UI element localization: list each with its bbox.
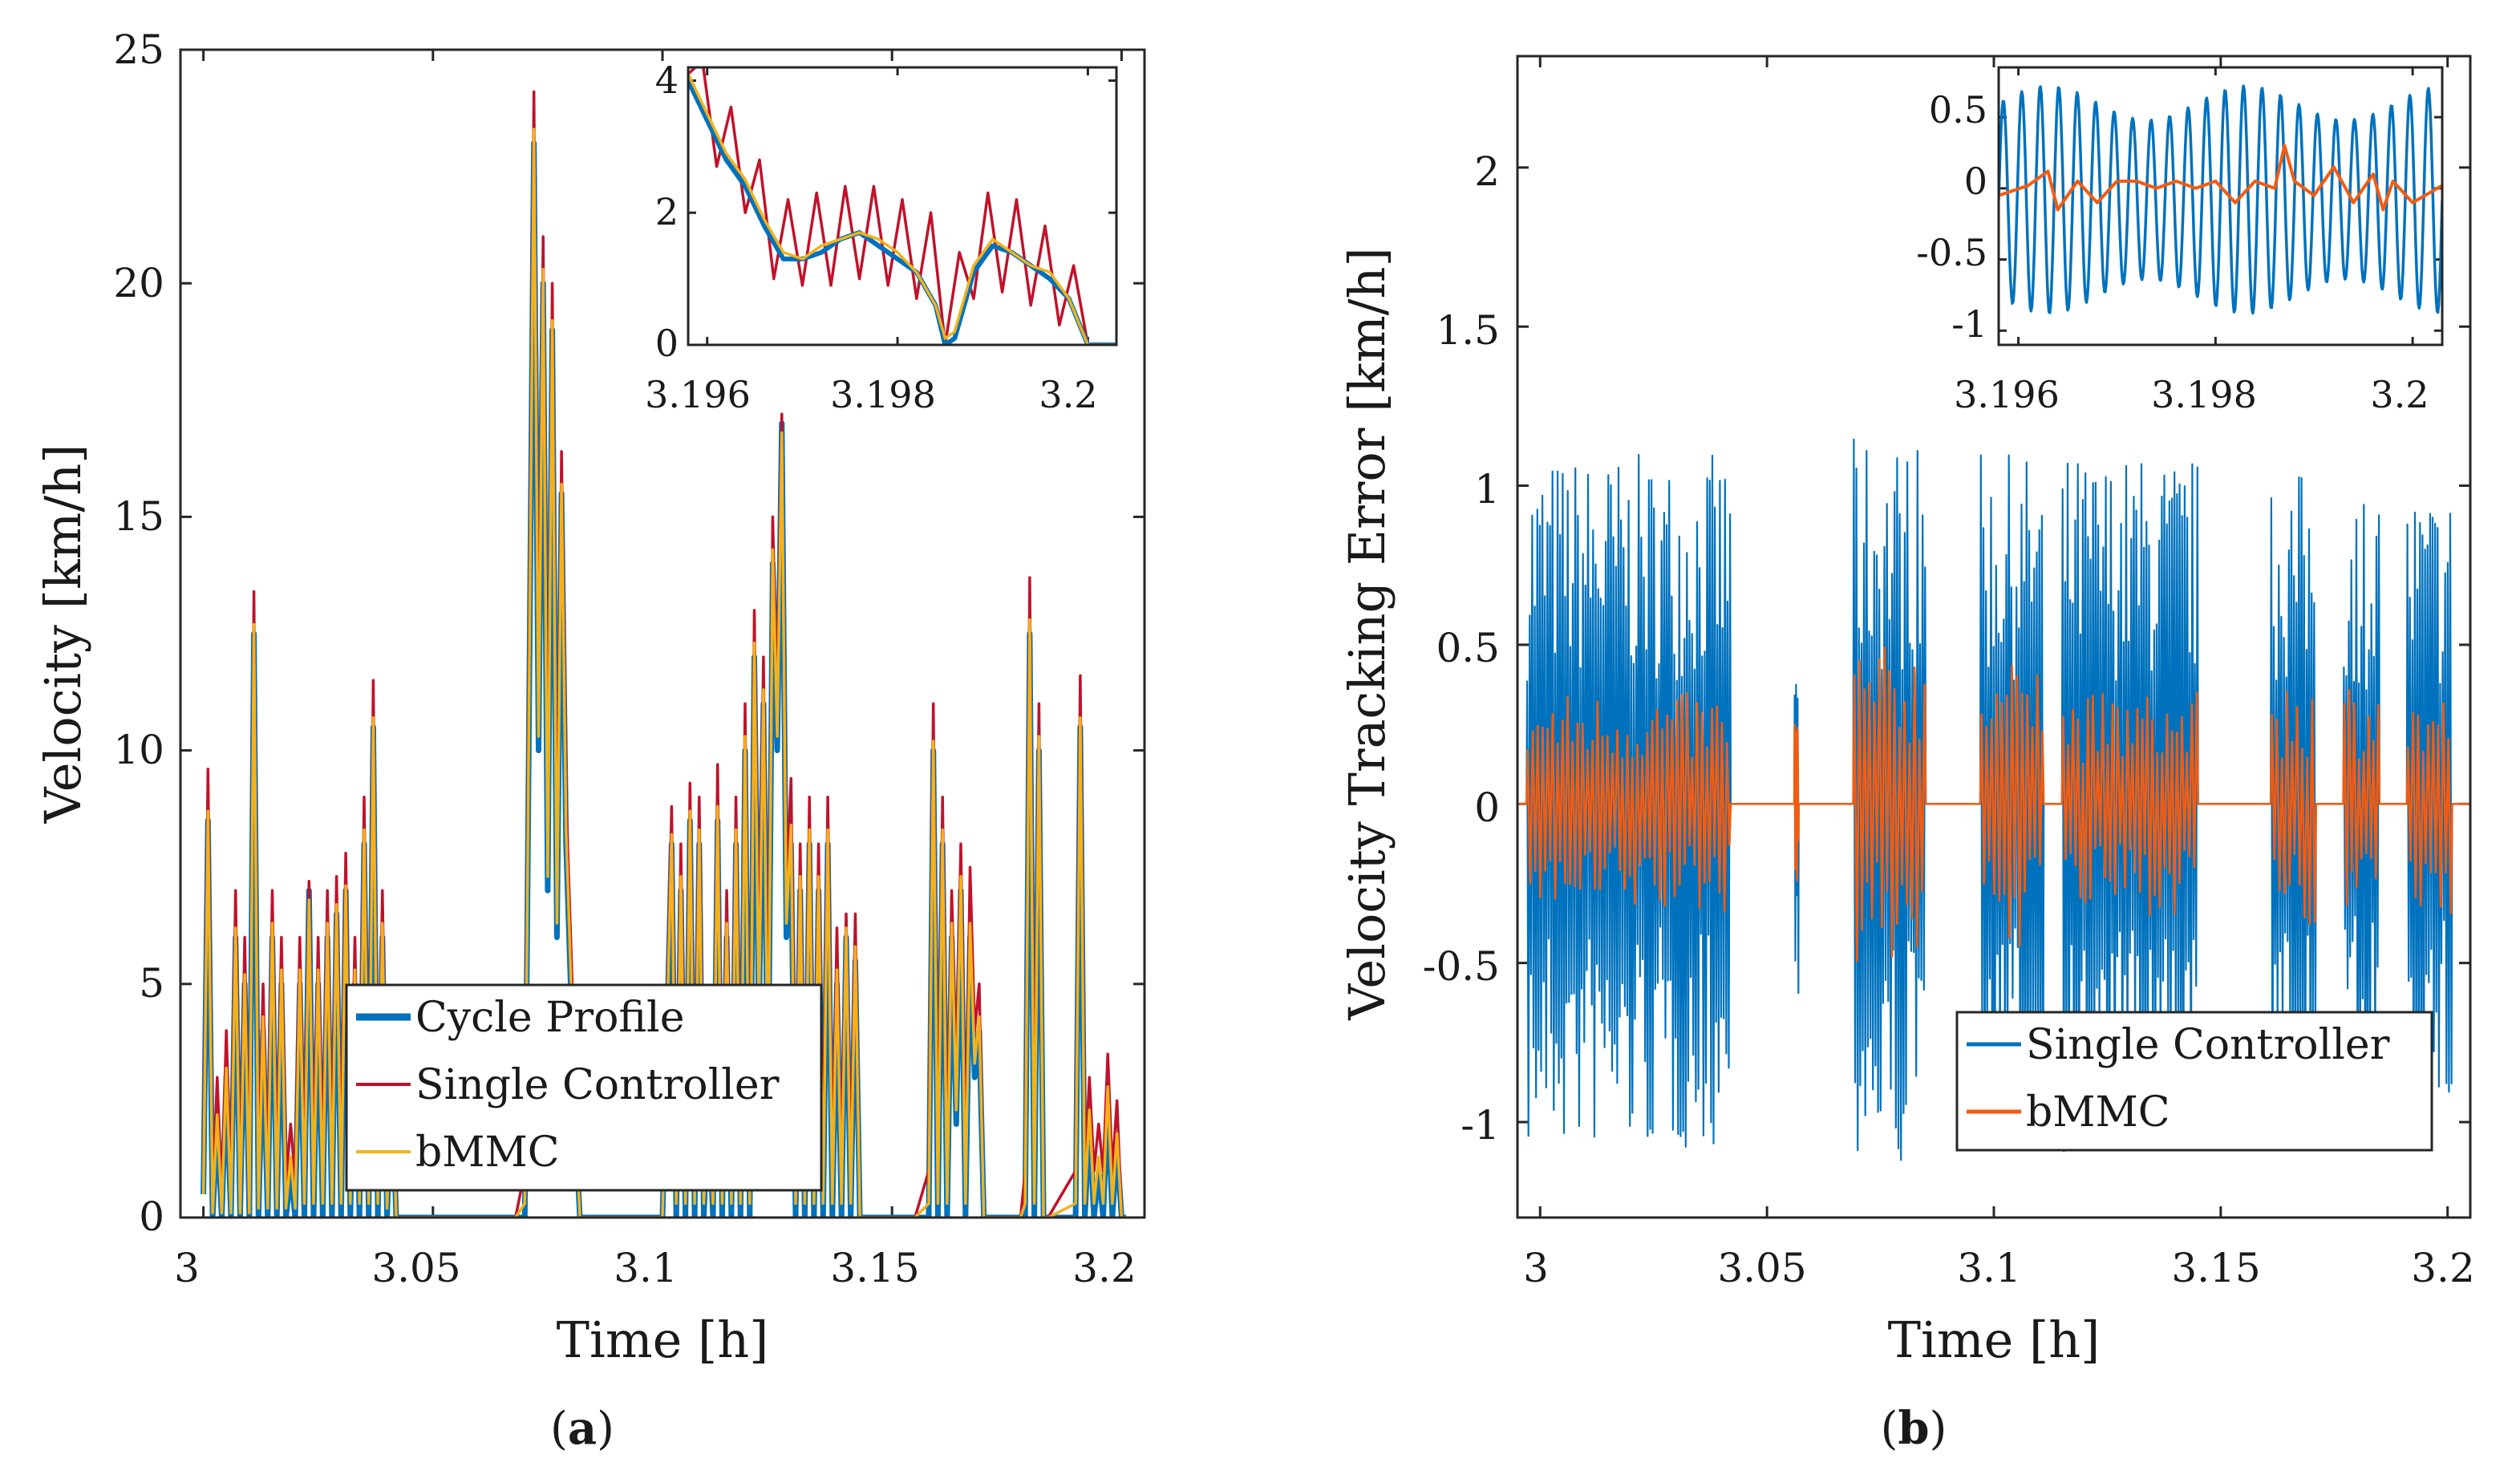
panel-a-ytick-label: 0 [139, 1193, 164, 1240]
panel-a-y-axis-label: Velocity [km/h] [34, 444, 92, 825]
panel-a-ytick-label: 20 [113, 260, 164, 306]
legend-label-single-controller: Single Controller [2026, 1021, 2390, 1069]
panel-b-caption: (b) [1881, 1402, 1947, 1455]
panel-a-inset-xtick-label: 3.198 [830, 373, 936, 416]
panel-a-inset-ytick-label: 2 [655, 190, 679, 233]
panel-b-xtick-label: 3.1 [1957, 1245, 2021, 1291]
panel-a-xtick-label: 3.15 [830, 1245, 919, 1291]
panel-b-inset-ytick-label: 0 [1964, 160, 1987, 203]
panel-a-xtick-label: 3.2 [1072, 1245, 1136, 1291]
legend-label-cycle-profile: Cycle Profile [415, 994, 684, 1042]
panel-b-xtick-label: 3.05 [1717, 1245, 1806, 1291]
panel-a-xtick-label: 3.1 [614, 1245, 678, 1291]
panel-b-inset-xtick-label: 3.198 [2151, 373, 2257, 416]
panel-a-caption: (a) [550, 1402, 614, 1455]
panel-a-x-axis-label: Time [h] [557, 1311, 769, 1369]
panel-a-inset-ytick-label: 4 [655, 59, 679, 102]
legend-label-bmmc: bMMC [2026, 1088, 2170, 1137]
panel-b-y-axis-label: Velocity Tracking Error [km/h] [1338, 247, 1396, 1020]
panel-b-ytick-label: -1 [1461, 1102, 1500, 1149]
panel-a-legend: Cycle Profile Single Controller bMMC [346, 985, 821, 1190]
panel-b-ytick-label: 1 [1474, 466, 1500, 513]
panel-a-ytick-label: 15 [113, 493, 164, 540]
panel-b-ytick-label: 1.5 [1436, 307, 1500, 354]
panel-b-ytick-label: 2 [1474, 148, 1500, 195]
panel-a-ytick-label: 5 [139, 960, 164, 1007]
panel-b-inset-ytick-label: -1 [1951, 302, 1987, 346]
figure: 3 3.05 3.1 3.15 3.2 0 5 10 15 20 25 Time… [0, 0, 2520, 1479]
panel-b-xtick-label: 3.15 [2171, 1245, 2260, 1291]
legend-label-bmmc: bMMC [415, 1128, 560, 1177]
panel-a-inset-xtick-label: 3.2 [1039, 373, 1097, 416]
legend-label-single-controller: Single Controller [415, 1061, 780, 1109]
panel-a-ytick-label: 25 [113, 26, 164, 73]
panel-a-inset-xtick-label: 3.196 [645, 373, 751, 416]
panel-b-inset-xtick-label: 3.2 [2370, 373, 2429, 416]
panel-b-xtick-label: 3.2 [2411, 1245, 2475, 1291]
panel-b-ytick-label: 0.5 [1436, 625, 1500, 671]
panel-b-inset-ytick-label: -0.5 [1916, 231, 1987, 274]
panel-b-inset-xtick-label: 3.196 [1954, 373, 2060, 416]
panel-a-xtick-label: 3 [174, 1245, 200, 1291]
panel-b-legend: Single Controller bMMC [1957, 1012, 2432, 1150]
panel-b-inset-ytick-label: 0.5 [1929, 88, 1987, 132]
panel-b-x-axis-label: Time [h] [1888, 1311, 2101, 1369]
panel-a-xtick-label: 3.05 [371, 1245, 460, 1291]
panel-b-ytick-label: -0.5 [1423, 943, 1500, 990]
panel-a-ytick-label: 10 [113, 727, 164, 773]
panel-a-inset-ytick-label: 0 [655, 322, 679, 365]
panel-b-xtick-label: 3 [1523, 1245, 1549, 1291]
panel-b-ytick-label: 0 [1474, 784, 1500, 831]
